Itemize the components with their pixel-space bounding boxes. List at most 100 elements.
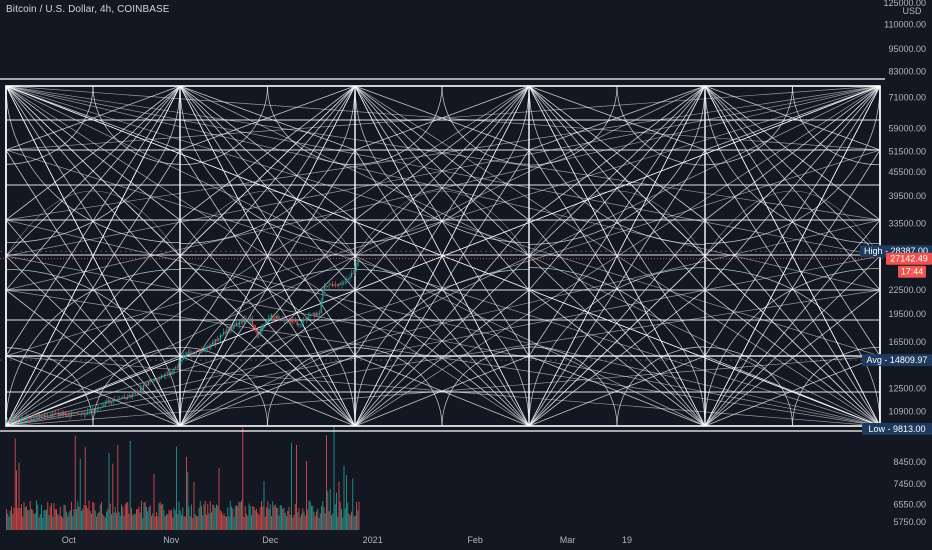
candle-body xyxy=(192,353,194,354)
candle-body xyxy=(39,414,41,418)
volume-bar xyxy=(118,512,120,530)
volume-bar xyxy=(293,514,295,530)
candle-body xyxy=(170,371,172,375)
volume-bar xyxy=(114,506,116,530)
volume-bar xyxy=(88,500,90,530)
volume-bar xyxy=(149,505,151,530)
volume-bar xyxy=(126,502,127,530)
candle-body xyxy=(42,414,44,416)
volume-bar xyxy=(244,506,246,530)
candle-body xyxy=(18,418,20,420)
gann-arc xyxy=(354,85,443,165)
volume-bar xyxy=(288,506,290,530)
gann-fan xyxy=(528,219,706,427)
volume-bar xyxy=(334,504,336,530)
time-tick-label: Oct xyxy=(62,535,77,545)
volume-bar xyxy=(347,502,349,530)
candle-body xyxy=(79,414,81,415)
volume-bar xyxy=(11,506,12,530)
volume-bar xyxy=(309,501,311,530)
candle-body xyxy=(291,320,293,322)
volume-bar xyxy=(93,503,95,530)
volume-bar xyxy=(158,503,160,530)
candle-body xyxy=(112,399,114,402)
candle-body xyxy=(314,312,316,316)
volume-bar xyxy=(356,502,357,530)
volume-bar xyxy=(262,506,264,530)
candle-body xyxy=(285,320,287,321)
volume-bar xyxy=(166,514,167,530)
candle-body xyxy=(229,326,231,330)
candle-body xyxy=(328,284,330,286)
volume-bar xyxy=(139,512,141,530)
volume-bar xyxy=(308,500,310,530)
time-tick-label: Mar xyxy=(560,535,576,545)
candle-body xyxy=(309,314,311,316)
candle-body xyxy=(187,352,189,353)
volume-bar xyxy=(328,511,330,530)
candle-body xyxy=(280,318,282,320)
volume-bar xyxy=(299,517,301,530)
candle-body xyxy=(347,278,349,280)
candle-body xyxy=(59,412,61,416)
candle-body xyxy=(287,319,289,321)
volume-bar xyxy=(227,507,229,530)
volume-bar xyxy=(281,505,282,530)
volume-bar xyxy=(164,516,166,530)
volume-bar xyxy=(38,517,40,530)
volume-bar xyxy=(156,512,157,530)
volume-bar xyxy=(73,509,75,530)
gann-arc xyxy=(528,85,618,166)
price-tick-label: 59000.00 xyxy=(888,124,926,134)
volume-bar xyxy=(311,505,312,530)
volume-bar xyxy=(23,502,25,530)
volume-tick-label: 6550.00 xyxy=(893,499,926,509)
candle-body xyxy=(88,411,90,412)
volume-bar xyxy=(27,509,29,530)
volume-bar xyxy=(64,505,66,530)
volume-bar xyxy=(12,513,14,530)
time-tick-label: Nov xyxy=(163,535,180,545)
candle-body xyxy=(115,400,117,401)
volume-bar xyxy=(208,513,210,530)
volume-bar xyxy=(271,516,272,530)
candle-body xyxy=(288,319,290,322)
volume-bar xyxy=(239,502,241,530)
gann-arc xyxy=(354,85,530,243)
candle-body xyxy=(48,416,50,417)
volume-bar xyxy=(131,508,132,530)
gann-overlay xyxy=(0,78,885,432)
price-tick-label: 16500.00 xyxy=(888,337,926,347)
volume-bar xyxy=(216,504,217,530)
volume-bar xyxy=(107,509,109,530)
volume-bar xyxy=(322,501,324,530)
candle-body xyxy=(357,260,359,267)
last-price-tag-bg xyxy=(886,252,932,265)
volume-bar xyxy=(101,501,102,530)
volume-bar xyxy=(179,510,181,530)
volume-bar xyxy=(246,514,247,530)
gann-arc xyxy=(267,346,356,427)
volume-bar xyxy=(117,444,119,530)
volume-bar xyxy=(136,509,137,530)
candle-body xyxy=(239,320,241,325)
candle-body xyxy=(83,413,85,415)
candle-body xyxy=(351,273,353,277)
volume-bar xyxy=(151,515,152,530)
candle-body xyxy=(224,332,226,333)
high-tag-label: High - 28387.00 xyxy=(864,246,928,256)
candle-body xyxy=(15,417,17,421)
gann-fan xyxy=(179,85,356,221)
volume-bar xyxy=(198,507,200,530)
volume-bar xyxy=(329,488,331,530)
candle-body xyxy=(149,381,151,382)
candle-body xyxy=(61,412,63,416)
volume-bar xyxy=(168,509,170,530)
gann-fan xyxy=(528,355,706,427)
volume-bar xyxy=(161,504,162,530)
price-tick-label: 45500.00 xyxy=(888,167,926,177)
candle-body xyxy=(275,315,277,319)
volume-bar xyxy=(249,505,251,530)
